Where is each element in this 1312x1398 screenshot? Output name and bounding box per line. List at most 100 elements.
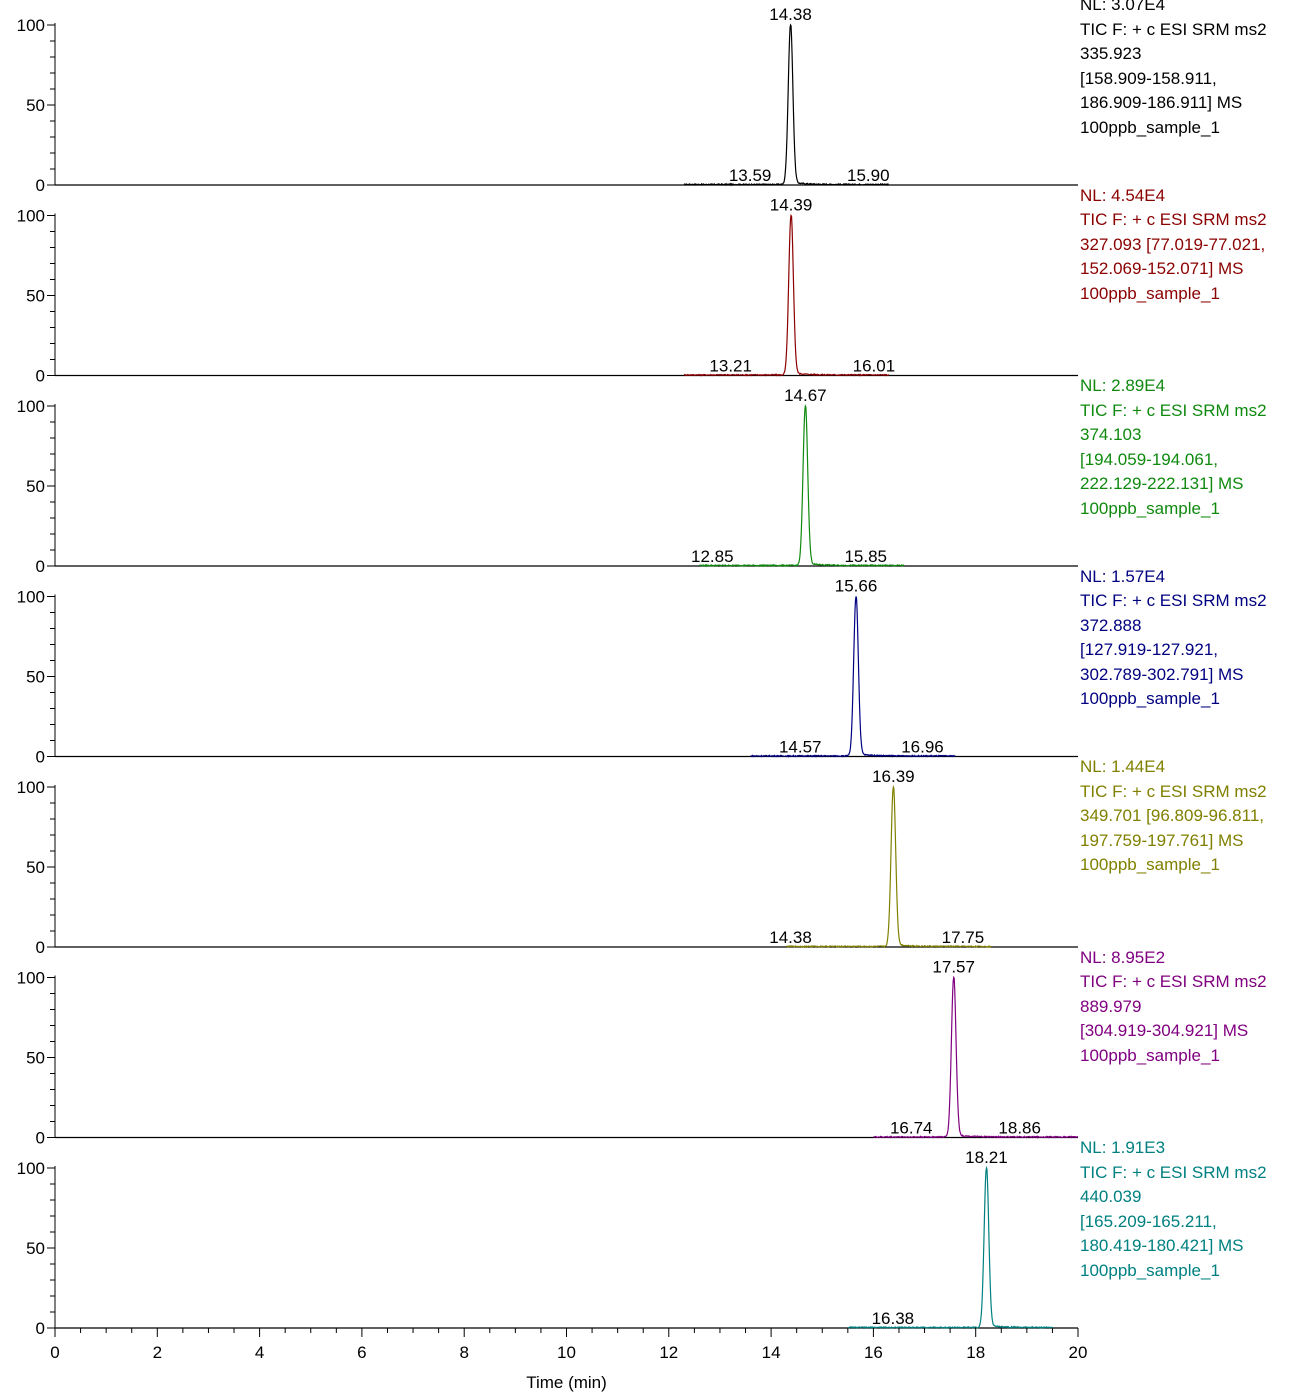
chromatogram-panel-7: 0 50 100 18.21 16.38 bbox=[17, 1148, 1078, 1338]
y-tick-label: 100 bbox=[17, 588, 45, 607]
scan-filter-line: 335.923 bbox=[1080, 44, 1142, 64]
scan-filter-line: 349.701 [96.809-96.811, bbox=[1080, 806, 1265, 826]
legend-block-5: NL: 1.44E4 TIC F: + c ESI SRM ms2 349.701 … bbox=[1080, 755, 1308, 878]
scan-filter-line: 100ppb_sample_1 bbox=[1080, 855, 1220, 875]
y-tick-label: 50 bbox=[26, 668, 45, 687]
scan-filter-line: TIC F: + c ESI SRM ms2 bbox=[1080, 19, 1267, 39]
scan-filter-line: 889.979 bbox=[1080, 996, 1142, 1016]
minor-peak-label: 16.01 bbox=[853, 357, 896, 376]
scan-filter-line: 100ppb_sample_1 bbox=[1080, 117, 1220, 137]
scan-filter-line: 100ppb_sample_1 bbox=[1080, 498, 1220, 518]
scan-filter-line: 440.039 bbox=[1080, 1187, 1142, 1207]
y-tick-label: 50 bbox=[26, 287, 45, 306]
scan-filter-line: 374.103 bbox=[1080, 425, 1142, 445]
scan-filter-line: [127.919-127.921, bbox=[1080, 640, 1219, 660]
scan-filter-line: 197.759-197.761] MS bbox=[1080, 830, 1244, 850]
scan-filter-line: 180.419-180.421] MS bbox=[1080, 1236, 1244, 1256]
x-axis-title: Time (min) bbox=[526, 1373, 607, 1392]
minor-peak-label: 14.57 bbox=[779, 738, 822, 757]
minor-peak-label: 16.38 bbox=[872, 1309, 915, 1328]
peak-label: 18.21 bbox=[965, 1148, 1008, 1167]
series-trace bbox=[786, 784, 992, 949]
legend-block-6: NL: 8.95E2 TIC F: + c ESI SRM ms2 889.979 [… bbox=[1080, 946, 1308, 1069]
x-tick-label: 16 bbox=[864, 1343, 883, 1362]
legend-block-2: NL: 4.54E4 TIC F: + c ESI SRM ms2 327.093 … bbox=[1080, 184, 1308, 307]
minor-peak-label: 12.85 bbox=[691, 547, 734, 566]
minor-peak-label: 13.59 bbox=[729, 166, 772, 185]
scan-filter-line: 100ppb_sample_1 bbox=[1080, 689, 1220, 709]
scan-filter-line: [304.919-304.921] MS bbox=[1080, 1021, 1249, 1041]
x-tick-label: 6 bbox=[357, 1343, 366, 1362]
y-tick-label: 50 bbox=[26, 477, 45, 496]
peak-label: 17.57 bbox=[932, 958, 975, 977]
scan-filter-line: [158.909-158.911, bbox=[1080, 68, 1217, 88]
scan-filter-line: TIC F: + c ESI SRM ms2 bbox=[1080, 781, 1267, 801]
scan-filter-line: TIC F: + c ESI SRM ms2 bbox=[1080, 1162, 1267, 1182]
series-trace bbox=[699, 404, 905, 568]
minor-peak-label: 16.74 bbox=[890, 1119, 933, 1138]
normalization-level: NL: 1.57E4 bbox=[1080, 566, 1166, 586]
chromatogram-panel-6: 0 50 100 17.57 16.74 18.86 bbox=[17, 958, 1079, 1148]
normalization-level: NL: 1.44E4 bbox=[1080, 757, 1166, 776]
series-trace bbox=[683, 213, 890, 377]
legend-block-1: NL: 3.07E4 TIC F: + c ESI SRM ms2 335.923 [… bbox=[1080, 0, 1308, 141]
peak-label: 15.66 bbox=[835, 577, 878, 596]
normalization-level: NL: 8.95E2 bbox=[1080, 947, 1166, 967]
chromatogram-panel-4: 0 50 100 15.66 14.57 16.96 bbox=[17, 577, 1078, 767]
scan-filter-line: 302.789-302.791] MS bbox=[1080, 664, 1244, 684]
scan-filter-line: [165.209-165.211, bbox=[1080, 1211, 1217, 1231]
scan-filter-line: 186.909-186.911] MS bbox=[1080, 93, 1243, 113]
normalization-level: NL: 3.07E4 bbox=[1080, 0, 1166, 14]
y-tick-label: 100 bbox=[17, 778, 45, 797]
x-tick-label: 14 bbox=[762, 1343, 781, 1362]
legend-block-3: NL: 2.89E4 TIC F: + c ESI SRM ms2 374.103 [… bbox=[1080, 374, 1308, 522]
y-tick-label: 100 bbox=[17, 207, 45, 226]
scan-filter-line: [194.059-194.061, bbox=[1080, 449, 1219, 469]
normalization-level: NL: 2.89E4 bbox=[1080, 376, 1166, 395]
minor-peak-label: 15.85 bbox=[844, 547, 887, 566]
series-trace bbox=[847, 1165, 1053, 1330]
y-tick-label: 0 bbox=[36, 748, 45, 767]
scan-filter-line: 372.888 bbox=[1080, 615, 1142, 635]
x-tick-label: 0 bbox=[50, 1343, 59, 1362]
y-tick-label: 50 bbox=[26, 1049, 45, 1068]
y-tick-label: 0 bbox=[36, 1319, 45, 1338]
y-tick-label: 50 bbox=[26, 96, 45, 115]
minor-peak-label: 18.86 bbox=[998, 1119, 1041, 1138]
x-tick-label: 12 bbox=[659, 1343, 678, 1362]
chromatogram-panel-5: 0 50 100 16.39 14.38 17.75 bbox=[17, 767, 1078, 957]
y-tick-label: 0 bbox=[36, 176, 45, 195]
scan-filter-line: 100ppb_sample_1 bbox=[1080, 1045, 1220, 1065]
x-tick-label: 18 bbox=[966, 1343, 985, 1362]
x-tick-label: 20 bbox=[1069, 1343, 1088, 1362]
scan-filter-line: TIC F: + c ESI SRM ms2 bbox=[1080, 972, 1267, 992]
scan-filter-line: 327.093 [77.019-77.021, bbox=[1080, 234, 1266, 254]
minor-peak-label: 14.38 bbox=[769, 928, 812, 947]
y-tick-label: 100 bbox=[17, 1159, 45, 1178]
y-tick-label: 100 bbox=[17, 969, 45, 988]
minor-peak-label: 17.75 bbox=[942, 928, 985, 947]
minor-peak-label: 16.96 bbox=[901, 738, 944, 757]
peak-label: 14.67 bbox=[784, 386, 827, 405]
chromatogram-panel-3: 0 50 100 14.67 12.85 15.85 bbox=[17, 386, 1078, 576]
scan-filter-line: TIC F: + c ESI SRM ms2 bbox=[1080, 400, 1267, 420]
scan-filter-line: 100ppb_sample_1 bbox=[1080, 283, 1220, 303]
series-trace bbox=[684, 23, 889, 187]
scan-filter-line: 152.069-152.071] MS bbox=[1080, 259, 1244, 279]
legend-block-4: NL: 1.57E4 TIC F: + c ESI SRM ms2 372.888 [… bbox=[1080, 565, 1308, 713]
scan-filter-line: TIC F: + c ESI SRM ms2 bbox=[1080, 210, 1267, 230]
x-tick-label: 10 bbox=[557, 1343, 576, 1362]
scan-filter-line: 222.129-222.131] MS bbox=[1080, 474, 1244, 494]
chromatogram-panel-2: 0 50 100 14.39 13.21 16.01 bbox=[17, 196, 1078, 386]
y-tick-label: 50 bbox=[26, 858, 45, 877]
x-tick-label: 4 bbox=[255, 1343, 264, 1362]
legend-block-7: NL: 1.91E3 TIC F: + c ESI SRM ms2 440.039 [… bbox=[1080, 1136, 1308, 1284]
series-trace bbox=[872, 975, 1079, 1139]
y-tick-label: 100 bbox=[17, 16, 45, 35]
series-trace bbox=[750, 596, 956, 758]
minor-peak-label: 13.21 bbox=[709, 357, 752, 376]
y-tick-label: 50 bbox=[26, 1239, 45, 1258]
y-tick-label: 100 bbox=[17, 397, 45, 416]
x-tick-label: 8 bbox=[459, 1343, 468, 1362]
